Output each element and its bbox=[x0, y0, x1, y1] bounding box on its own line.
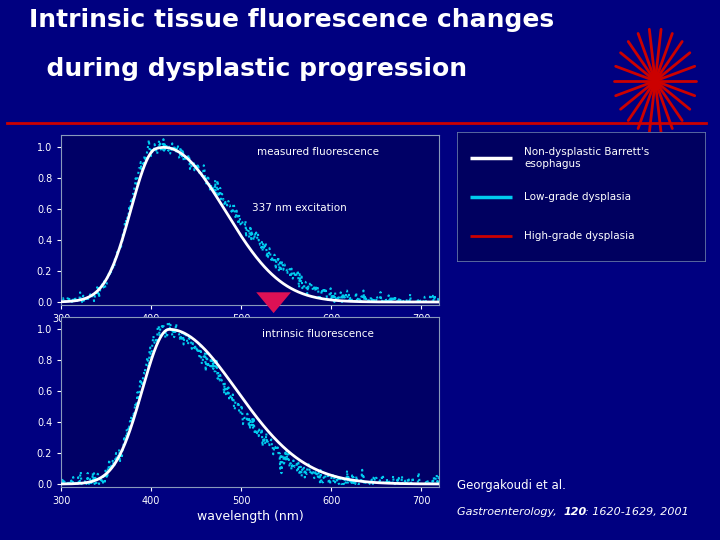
X-axis label: wavelength (nm): wavelength (nm) bbox=[197, 510, 304, 523]
Text: : 1620-1629, 2001: : 1620-1629, 2001 bbox=[585, 507, 689, 517]
Text: Georgakoudi et al.: Georgakoudi et al. bbox=[457, 480, 566, 492]
Text: intrinsic fluorescence: intrinsic fluorescence bbox=[262, 329, 374, 339]
FancyBboxPatch shape bbox=[457, 132, 706, 262]
Text: during dysplastic progression: during dysplastic progression bbox=[29, 57, 467, 80]
Text: Low-grade dysplasia: Low-grade dysplasia bbox=[524, 192, 631, 202]
Text: 120: 120 bbox=[564, 507, 587, 517]
Text: Non-dysplastic Barrett's
esophagus: Non-dysplastic Barrett's esophagus bbox=[524, 147, 649, 169]
Text: High-grade dysplasia: High-grade dysplasia bbox=[524, 231, 635, 241]
Text: Gastroenterology,: Gastroenterology, bbox=[457, 507, 560, 517]
Text: measured fluorescence: measured fluorescence bbox=[257, 147, 379, 157]
Text: Intrinsic tissue fluorescence changes: Intrinsic tissue fluorescence changes bbox=[29, 8, 554, 32]
Text: 337 nm excitation: 337 nm excitation bbox=[252, 203, 347, 213]
